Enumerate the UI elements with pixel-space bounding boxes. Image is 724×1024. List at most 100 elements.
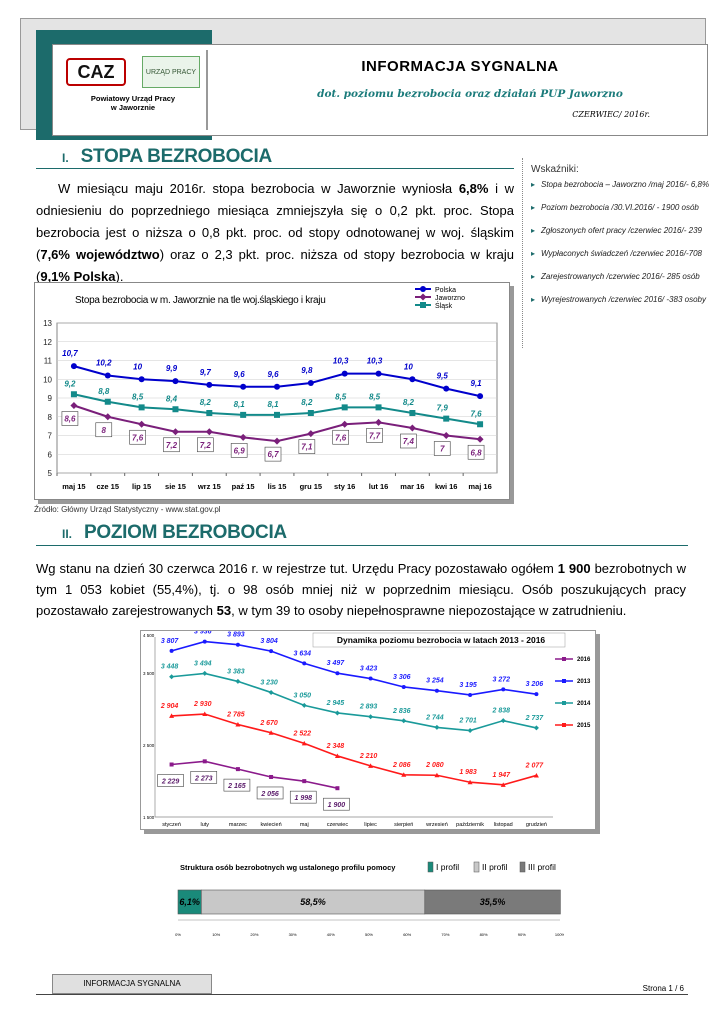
indicators-list: Stopa bezrobocia – Jaworzno /maj 2016/- …: [531, 179, 712, 305]
data-label-box: [190, 771, 218, 784]
data-point-2015: [368, 763, 374, 768]
data-label: 7,7: [369, 431, 381, 440]
x-tick-label: lipiec: [364, 822, 377, 828]
data-point-2015: [301, 740, 307, 746]
data-point-śląsk: [274, 411, 280, 418]
data-point-2014: [169, 674, 175, 680]
data-point-2014: [368, 714, 374, 720]
x-tick-label: lip 15: [132, 482, 151, 491]
footer-line: [36, 994, 688, 995]
data-point-śląsk: [172, 406, 179, 413]
unemployment-level-chart: 1 500 2 500 3 500 4 500 styczeń luty marzec kwi…: [140, 629, 596, 830]
s1-text-1: W miesiącu maju 2016r. stopa bezrobocia …: [58, 181, 459, 196]
data-point-jaworzno: [104, 413, 112, 421]
data-label: 2 930: [193, 701, 212, 708]
data-label: 8,4: [166, 394, 178, 403]
x-tick-label: styczeń: [162, 822, 181, 828]
data-point-2015: [334, 753, 340, 758]
indicators-title: Wskaźniki:: [531, 164, 579, 175]
data-point-jaworzno: [273, 437, 281, 445]
data-label: 2 522: [292, 730, 311, 737]
legend-label: 2016: [577, 657, 591, 663]
y-tick-label: 2 500: [143, 743, 155, 748]
data-point-2014: [268, 689, 274, 695]
data-label: 3 807: [161, 638, 180, 645]
x-tick-label: sie 15: [165, 482, 186, 491]
data-point-jaworzno: [375, 418, 383, 426]
data-point-jaworzno: [70, 402, 78, 409]
header-logo-area: CAZ URZĄD PRACY Powiatowy Urząd Pracy w …: [58, 50, 208, 130]
data-point-śląsk: [477, 421, 484, 428]
data-point-śląsk: [409, 410, 416, 416]
data-label: 2 229: [161, 779, 180, 786]
unemployment-rate-chart-svg: 5 6 7 8 9 10 11 12 13 maj 15 cze 15 lip 15 sie 15 wrz…: [43, 286, 498, 491]
legend-swatch: [519, 861, 526, 873]
data-point-jaworzno: [408, 424, 416, 432]
data-label: 2 945: [326, 700, 345, 707]
data-label: 3 804: [260, 638, 278, 645]
data-label: 9,9: [166, 364, 178, 373]
section2-heading: II. POZIOM BEZROBOCIA: [62, 522, 287, 544]
indicator-item: Zgłoszonych ofert pracy /czerwiec 2016/-…: [531, 225, 712, 236]
data-label: 58,5%: [300, 897, 326, 907]
data-label: 2 836: [392, 708, 411, 715]
data-label: 9,1: [471, 379, 483, 388]
data-label: 10,7: [62, 349, 78, 358]
data-point-śląsk: [420, 302, 426, 308]
data-label: 2 838: [491, 708, 510, 715]
data-label: 3 272: [492, 676, 510, 683]
data-label: 1 900: [328, 802, 346, 809]
data-point-2013: [534, 692, 539, 697]
data-label: 7,1: [301, 443, 313, 452]
data-label: 3 206: [526, 681, 544, 688]
s2-text-2: bezrobotnych w tym 1 053 kobiet (55,4%),…: [36, 561, 686, 618]
document-date: CZERWIEC/ 2016r.: [572, 110, 650, 119]
office-line2: w Jaworznie: [110, 103, 156, 112]
data-label: 1 983: [459, 769, 477, 776]
data-label: 2 670: [259, 720, 278, 727]
y-tick-label: 6: [48, 450, 53, 459]
data-label: 2 893: [359, 704, 378, 711]
x-tick-label: 10%: [212, 932, 220, 937]
data-point-2015: [467, 779, 473, 785]
data-label-box: [298, 439, 316, 454]
data-point-polska: [206, 381, 213, 388]
section2-title: POZIOM BEZROBOCIA: [84, 522, 287, 543]
data-label: 8,5: [369, 392, 381, 401]
y-tick-label: 8: [48, 413, 53, 422]
data-label: 1 947: [492, 772, 511, 779]
page-number: Strona 1 / 6: [642, 984, 684, 993]
series-line-2013: [171, 640, 537, 696]
s1-text-2: i w odniesieniu do poprzedniego miesiąca…: [36, 181, 515, 262]
x-tick-label: maj 16: [468, 482, 491, 491]
data-label: 35,5%: [480, 897, 506, 907]
section1-title: STOPA BEZROBOCIA: [80, 146, 273, 167]
data-label: 8,1: [234, 400, 246, 409]
data-label: 3 936: [194, 631, 212, 636]
data-point-2015: [434, 772, 440, 778]
legend-marker: [562, 679, 566, 683]
data-label: 7,9: [437, 404, 449, 413]
data-point-śląsk: [104, 398, 111, 405]
document-subtitle: dot. poziomu bezrobocia oraz działań PUP…: [317, 88, 623, 100]
data-point-2015: [401, 772, 407, 777]
data-point-2016: [302, 779, 307, 784]
x-tick-label: 20%: [250, 932, 258, 937]
x-tick-label: 30%: [289, 932, 297, 937]
y-tick-label: 4 500: [143, 633, 155, 638]
data-label-box: [157, 774, 184, 787]
data-label: 3 306: [393, 674, 411, 681]
legend-swatch: [427, 861, 434, 873]
section1-paragraph: W miesiącu maju 2016r. stopa bezrobocia …: [36, 178, 514, 288]
legend-marker: [562, 723, 566, 727]
s1-rate-jaworzno: 6,8%: [458, 181, 489, 196]
data-label-box: [400, 433, 417, 449]
s1-text-4: ).: [115, 269, 124, 284]
data-point-2013: [202, 639, 207, 644]
data-point-2014: [500, 718, 506, 724]
section2-paragraph: Wg stanu na dzień 30 czerwca 2016 r. w r…: [36, 558, 686, 621]
data-point-2016: [202, 759, 207, 764]
data-point-polska: [409, 376, 416, 383]
data-point-jaworzno: [419, 293, 427, 301]
data-label: 3 254: [426, 678, 444, 685]
